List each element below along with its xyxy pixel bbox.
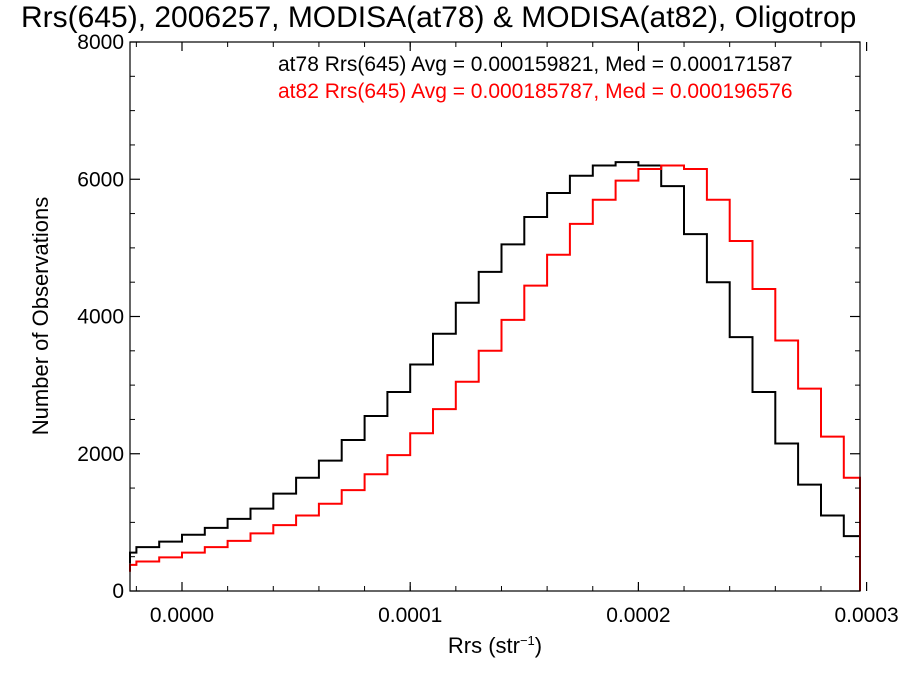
annotation-at78: at78 Rrs(645) Avg = 0.000159821, Med = 0… <box>278 53 793 76</box>
x-tick-label: 0.0002 <box>606 604 670 627</box>
x-tick-label: 0.0000 <box>150 604 214 627</box>
y-tick-label: 4000 <box>77 306 124 329</box>
series-line-1 <box>129 164 861 591</box>
x-axis-label-main: Rrs (str <box>448 633 520 658</box>
x-axis-label-close: ) <box>535 633 542 658</box>
x-axis-label-superscript: −1 <box>520 633 535 648</box>
y-tick-label: 8000 <box>77 31 124 54</box>
y-tick-label: 0 <box>112 580 124 603</box>
chart-title: Rrs(645), 2006257, MODISA(at78) & MODISA… <box>21 1 856 34</box>
y-tick-label: 2000 <box>77 443 124 466</box>
ticks-layer: 0.00000.00010.00020.00030.00040.00050.00… <box>77 31 898 627</box>
series-layer <box>129 161 861 591</box>
annotation-at82: at82 Rrs(645) Avg = 0.000185787, Med = 0… <box>278 80 793 103</box>
x-tick-label: 0.0001 <box>378 604 442 627</box>
series-line-0 <box>129 161 861 591</box>
x-axis-label: Rrs (str−1) <box>448 633 542 658</box>
y-tick-label: 6000 <box>77 168 124 191</box>
x-tick-label: 0.0003 <box>834 604 898 627</box>
plot-frame <box>129 41 861 592</box>
y-axis-label: Number of Observations <box>28 197 53 435</box>
